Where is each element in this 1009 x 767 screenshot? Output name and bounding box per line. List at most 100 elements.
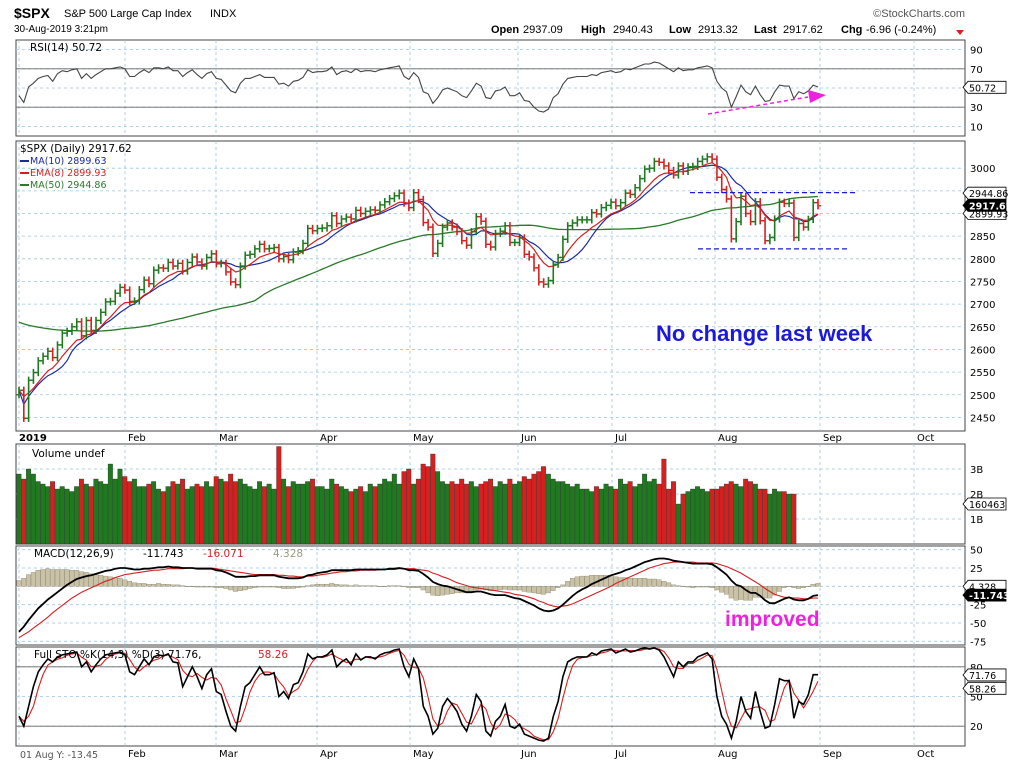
open-label: Open <box>491 24 519 36</box>
macd-hist-bar <box>555 586 561 588</box>
volume-value-tag: 160463 <box>962 497 1007 511</box>
volume-bar <box>589 491 595 545</box>
x-tick-label-bottom: Oct <box>917 749 934 760</box>
macd-hist-bar <box>815 583 821 587</box>
macd-hist-bar <box>156 583 161 587</box>
volume-bar <box>584 488 590 545</box>
macd-hist-bar <box>757 586 763 598</box>
macd-hist-bar <box>343 584 349 587</box>
volume-bar <box>685 491 691 545</box>
macd-hist-bar <box>430 586 436 596</box>
volume-bar <box>411 483 417 545</box>
volume-bar <box>569 486 575 545</box>
macd-hist-bar <box>719 586 725 593</box>
macd-hist-bar <box>107 576 113 587</box>
volume-bar <box>213 476 219 545</box>
volume-bar <box>608 486 614 545</box>
volume-bar <box>266 483 272 545</box>
volume-bar <box>136 486 142 545</box>
macd-hist-bar <box>714 586 720 591</box>
volume-bar <box>440 481 445 545</box>
volume-bar <box>103 483 108 545</box>
macd-hist-bar <box>362 585 368 587</box>
macd-hist-bar <box>276 586 282 588</box>
macd-hist-bar <box>680 586 686 587</box>
macd-hist-bar <box>184 586 190 587</box>
macd-hist-bar <box>40 569 46 587</box>
x-tick-label: 2019 <box>19 433 47 444</box>
volume-bar <box>382 478 388 545</box>
y-tick-label-price: 2450 <box>970 413 995 424</box>
volume-bar <box>122 476 128 545</box>
macd-hist-bar <box>79 571 84 587</box>
rsi-value-tag-box <box>962 80 1007 94</box>
macd-hist-bar <box>281 586 287 589</box>
panels: 907050301050.723000295029002850280027502… <box>15 39 1009 747</box>
volume-bar <box>184 488 190 545</box>
low-label: Low <box>669 24 691 36</box>
macd-hist-bar <box>69 570 75 587</box>
macd-hist-bar <box>805 586 811 587</box>
volume-bar <box>752 483 758 545</box>
header-exchange: INDX <box>210 8 237 20</box>
volume-bar <box>189 486 195 545</box>
macd-hist-bar <box>613 576 619 587</box>
volume-bar <box>492 486 498 545</box>
volume-bar <box>358 486 364 545</box>
volume-bar <box>791 493 797 545</box>
macd-hist-bar <box>353 584 359 587</box>
macd-hist-bar <box>136 583 142 587</box>
macd-hist-value: 4.328 <box>273 548 303 560</box>
macd-hist-bar <box>661 581 667 587</box>
y-tick-label-price: 2750 <box>970 277 995 288</box>
volume-bar <box>473 486 479 545</box>
volume-bar <box>247 486 253 545</box>
macd-value: -11.743 <box>143 548 184 560</box>
chg-down-arrow-icon <box>956 30 964 35</box>
price-tag-ma50-box <box>962 186 1007 200</box>
volume-bar <box>651 478 657 545</box>
x-tick-label-bottom: Sep <box>823 749 842 760</box>
x-tick-label-bottom: Jun <box>520 749 537 760</box>
y-tick-label-macd: 50 <box>970 546 983 557</box>
macd-hist-bar <box>261 586 267 588</box>
volume-bar <box>160 491 166 545</box>
volume-bar <box>93 478 99 545</box>
macd-hist-bar <box>127 581 133 587</box>
volume-bar <box>483 481 489 545</box>
header-symbol: $SPX <box>14 5 50 21</box>
macd-hist-bar <box>131 582 137 587</box>
y-tick-label-price: 2550 <box>970 368 995 379</box>
macd-hist-bar <box>584 575 590 587</box>
macd-hist-bar <box>141 583 147 587</box>
volume-bar <box>165 486 171 545</box>
header-quote: Open 2937.09 High 2940.43 Low 2913.32 La… <box>491 24 936 36</box>
macd-hist-bar <box>656 579 662 587</box>
volume-bar <box>88 486 94 545</box>
volume-bar <box>550 478 556 545</box>
volume-bar <box>642 473 648 545</box>
macd-hist-bar <box>810 583 816 587</box>
volume-bar <box>723 483 729 545</box>
macd-hist-bar <box>237 586 243 591</box>
volume-bar <box>541 466 546 545</box>
volume-bar <box>517 481 522 545</box>
header-name: S&P 500 Large Cap Index <box>64 8 192 20</box>
y-tick-label-sto: 50 <box>970 693 983 704</box>
x-tick-label: Apr <box>320 433 338 444</box>
macd-hist-bar <box>334 583 339 587</box>
macd-hist-bar <box>310 584 315 587</box>
low-value: 2913.32 <box>698 24 738 36</box>
macd-hist-bar <box>16 580 22 587</box>
price-tag-ma50: 2944.86 <box>962 186 1008 200</box>
volume-bar <box>329 478 335 545</box>
volume-bar <box>719 486 725 545</box>
volume-bar <box>387 481 392 545</box>
volume-bar <box>208 486 214 545</box>
macd-hist-bar <box>64 569 70 587</box>
volume-bar <box>127 481 133 545</box>
volume-bar <box>594 486 599 545</box>
volume-bar <box>468 481 474 545</box>
macd-hist-bar <box>531 586 537 594</box>
volume-bar <box>348 491 354 545</box>
